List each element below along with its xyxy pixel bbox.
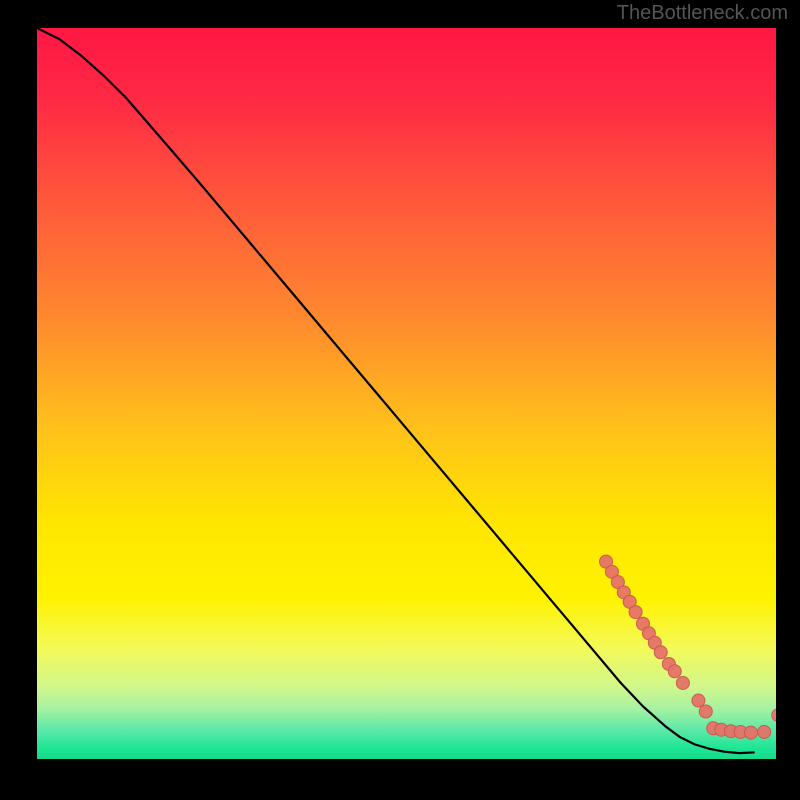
chart-marker <box>699 705 712 718</box>
chart-marker <box>676 676 689 689</box>
chart-marker <box>668 665 681 678</box>
chart-plot-area <box>37 28 776 759</box>
chart-marker <box>654 646 667 659</box>
watermark-label: TheBottleneck.com <box>617 2 788 25</box>
chart-marker <box>758 725 771 738</box>
chart-marker <box>744 726 757 739</box>
chart-marker <box>629 606 642 619</box>
chart-marker <box>692 694 705 707</box>
chart-svg <box>37 28 776 759</box>
